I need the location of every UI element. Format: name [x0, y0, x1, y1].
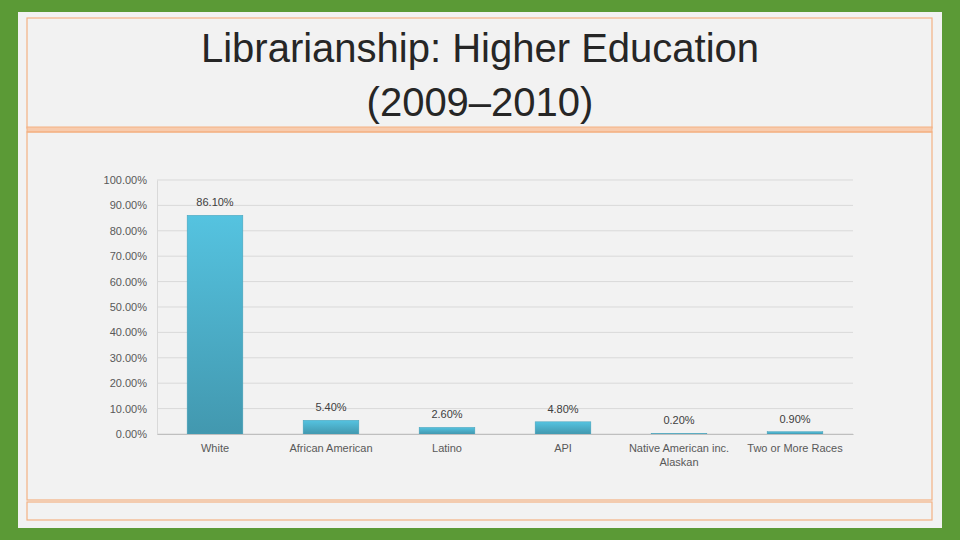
tick: 0.00%: [116, 428, 157, 440]
tick: 30.00%: [110, 352, 157, 364]
tick-label: Latino: [432, 442, 462, 454]
tick-label: API: [554, 442, 572, 454]
tick-label: African American: [289, 442, 372, 454]
data-label: 2.60%: [431, 408, 462, 420]
grid-line: [157, 357, 853, 358]
background: [0, 0, 960, 540]
tick-label: 80.00%: [110, 225, 148, 237]
tick-label: 20.00%: [110, 377, 148, 389]
tick: 50.00%: [110, 301, 157, 313]
content-box: [27, 132, 932, 500]
grid-line: [157, 230, 853, 231]
tick-label: 30.00%: [110, 352, 148, 364]
tick-label: 70.00%: [110, 250, 148, 262]
tick: Latino: [432, 434, 462, 454]
tick: 90.00%: [110, 199, 157, 211]
bar: [651, 433, 707, 434]
grid: [157, 180, 853, 434]
grid-line: [157, 383, 853, 384]
tick-label: 10.00%: [110, 403, 148, 415]
slide: Librarianship: Higher Education(2009–201…: [0, 0, 960, 540]
tick: 80.00%: [110, 225, 157, 237]
y-axis: 0.00% 10.00% 20.00% 30.00% 40.00% 50.00% 60.00…: [104, 174, 158, 440]
tick: African American: [289, 434, 372, 454]
tick-label: 40.00%: [110, 326, 148, 338]
bar: [767, 432, 823, 434]
tick-label: 60.00%: [110, 276, 148, 288]
tick: API: [554, 434, 572, 454]
bar: [187, 215, 243, 434]
grid-line: [157, 434, 853, 435]
grid-line: [157, 408, 853, 409]
data-label: 86.10%: [196, 196, 234, 208]
title-box: [27, 18, 932, 128]
tick: 100.00%: [104, 174, 157, 186]
footer-box: [27, 502, 932, 520]
bar: [303, 420, 359, 434]
bar: [535, 422, 591, 434]
data-label: 5.40%: [315, 401, 346, 413]
grid-line: [157, 281, 853, 282]
tick-label: Two or More Races: [747, 442, 843, 454]
bar: [419, 427, 475, 434]
data-labels: 86.10% 5.40% 2.60% 4.80% 0.20% 0.90%: [196, 196, 810, 426]
data-label: 4.80%: [547, 403, 578, 415]
tick: 60.00%: [110, 276, 157, 288]
grid-line: [157, 180, 853, 181]
tick: White: [201, 434, 229, 454]
tick: Native American inc.Alaskan: [629, 434, 729, 468]
tick: 40.00%: [110, 326, 157, 338]
grid-line: [157, 205, 853, 206]
bars: [187, 215, 823, 434]
tick-label: 50.00%: [110, 301, 148, 313]
data-label: 0.20%: [663, 414, 694, 426]
grid-line: [157, 256, 853, 257]
data-label: 0.90%: [779, 413, 810, 425]
title: Librarianship: Higher Education(2009–201…: [201, 26, 759, 124]
panel: [18, 12, 942, 528]
tick-label: 90.00%: [110, 199, 148, 211]
tick: 70.00%: [110, 250, 157, 262]
x-axis: White African American Latino API Native Ame…: [158, 434, 854, 468]
grid-line: [157, 307, 853, 308]
tick-label: White: [201, 442, 229, 454]
divider: [27, 127, 932, 132]
tick: 20.00%: [110, 377, 157, 389]
grid-line: [157, 332, 853, 333]
axis-line: [157, 181, 158, 435]
tick-label: 0.00%: [116, 428, 147, 440]
tick-label: Native American inc.Alaskan: [629, 442, 729, 468]
tick-label: 100.00%: [104, 174, 148, 186]
axis-line: [158, 434, 854, 435]
tick: 10.00%: [110, 403, 157, 415]
tick: Two or More Races: [747, 434, 843, 454]
